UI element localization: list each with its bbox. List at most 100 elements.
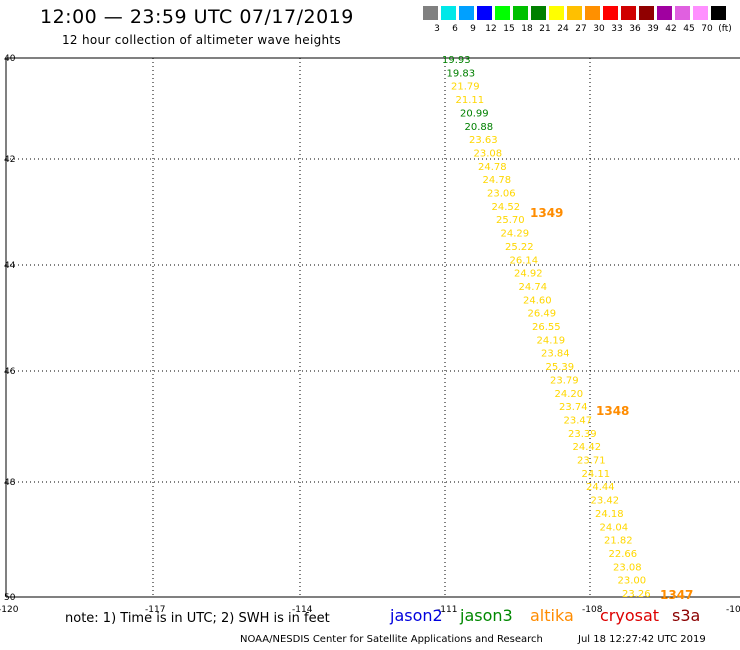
legend-swatch <box>513 6 528 20</box>
wave-height-value: 24.44 <box>586 482 615 493</box>
lat-label: 48 <box>4 478 16 488</box>
wave-height-value: 23.06 <box>487 189 516 200</box>
legend-swatch <box>603 6 618 20</box>
satellite-s3a: s3a <box>672 606 701 625</box>
lon-label: -108 <box>582 605 603 615</box>
wave-height-value: 23.39 <box>568 429 597 440</box>
legend-label: 27 <box>575 24 587 34</box>
legend-label: 33 <box>611 24 623 34</box>
legend-label: 39 <box>647 24 659 34</box>
legend-label: 36 <box>629 24 641 34</box>
lon-label: -120 <box>0 605 19 615</box>
legend-swatch <box>531 6 546 20</box>
wave-height-value: 24.52 <box>492 202 521 213</box>
lon-label: -105 <box>726 605 740 615</box>
wave-height-value: 22.66 <box>609 549 638 560</box>
page-subtitle: 12 hour collection of altimeter wave hei… <box>62 33 341 47</box>
wave-height-value: 21.79 <box>451 82 480 93</box>
satellite-cryosat: cryosat <box>600 606 660 625</box>
units-note: note: 1) Time is in UTC; 2) SWH is in fe… <box>65 611 330 626</box>
legend-label: 3 <box>434 24 440 34</box>
wave-height-value: 25.39 <box>546 362 575 373</box>
legend-swatch <box>693 6 708 20</box>
legend-swatch <box>585 6 600 20</box>
legend-label: 30 <box>593 24 605 34</box>
legend-swatch <box>423 6 438 20</box>
pass-number-label: 1349 <box>530 206 563 220</box>
wave-height-value: 23.47 <box>564 415 593 426</box>
lat-label: 50 <box>4 593 16 603</box>
legend-swatch <box>495 6 510 20</box>
legend-label: 12 <box>485 24 497 34</box>
wave-height-value: 24.29 <box>501 229 530 240</box>
timestamp-text: Jul 18 12:27:42 UTC 2019 <box>578 634 706 645</box>
wave-height-value: 24.42 <box>573 442 602 453</box>
wave-height-value: 24.78 <box>478 162 507 173</box>
wave-height-value: 23.26 <box>622 589 651 600</box>
legend-swatch <box>477 6 492 20</box>
pass-number-label: 1348 <box>596 404 629 418</box>
legend-swatch <box>621 6 636 20</box>
wave-height-value: 23.74 <box>559 402 588 413</box>
wave-height-value: 25.70 <box>496 215 525 226</box>
wave-height-value: 24.11 <box>582 469 611 480</box>
legend-label: 9 <box>470 24 476 34</box>
legend-swatch <box>675 6 690 20</box>
legend-swatch <box>639 6 654 20</box>
pass-number-label: 1347 <box>660 588 693 602</box>
wave-height-value: 26.14 <box>510 255 539 266</box>
legend-label: 70 <box>701 24 713 34</box>
wave-height-value: 19.93 <box>442 55 471 66</box>
legend-label: 6 <box>452 24 458 34</box>
page-title: 12:00 — 23:59 UTC 07/17/2019 <box>40 6 354 28</box>
wave-height-value: 24.92 <box>514 269 543 280</box>
wave-height-value: 26.49 <box>528 309 557 320</box>
lon-label: -117 <box>145 605 165 615</box>
legend-swatch <box>711 6 726 20</box>
wave-height-value: 24.19 <box>537 335 566 346</box>
wave-height-value: 21.11 <box>456 95 485 106</box>
legend-swatch <box>549 6 564 20</box>
wave-height-value: 26.55 <box>532 322 561 333</box>
wave-height-value: 25.22 <box>505 242 534 253</box>
wave-height-value: 24.78 <box>483 175 512 186</box>
wave-height-value: 24.60 <box>523 295 552 306</box>
legend-label: 24 <box>557 24 569 34</box>
wave-height-value: 24.74 <box>519 282 548 293</box>
lat-label: 46 <box>4 367 16 377</box>
legend-swatch <box>657 6 672 20</box>
wave-height-value: 23.00 <box>618 576 647 587</box>
wave-height-value: 24.18 <box>595 509 624 520</box>
legend-swatch <box>459 6 474 20</box>
lat-label: 44 <box>4 261 16 271</box>
satellite-altika: altika <box>530 606 574 625</box>
wave-height-value: 20.88 <box>465 122 494 133</box>
satellite-jason3: jason3 <box>460 606 513 625</box>
wave-height-value: 23.63 <box>469 135 498 146</box>
wave-height-value: 23.84 <box>541 349 570 360</box>
legend-label: 18 <box>521 24 533 34</box>
wave-height-value: 21.82 <box>604 536 633 547</box>
legend-label: 45 <box>683 24 695 34</box>
legend-label: 21 <box>539 24 551 34</box>
satellite-jason2: jason2 <box>390 606 443 625</box>
legend-label: 15 <box>503 24 515 34</box>
legend-swatch <box>567 6 582 20</box>
lat-label: 40 <box>4 54 16 64</box>
wave-height-value: 19.83 <box>447 68 476 79</box>
legend-label: 42 <box>665 24 677 34</box>
wave-height-value: 23.42 <box>591 496 620 507</box>
credit-text: NOAA/NESDIS Center for Satellite Applica… <box>240 634 543 645</box>
wave-height-value: 20.99 <box>460 108 489 119</box>
wave-height-value: 23.08 <box>613 562 642 573</box>
wave-height-value: 23.79 <box>550 375 579 386</box>
lat-label: 42 <box>4 155 15 165</box>
legend-swatch <box>441 6 456 20</box>
wave-height-value: 23.71 <box>577 456 606 467</box>
wave-height-value: 24.20 <box>555 389 584 400</box>
wave-height-value: 23.08 <box>474 148 503 159</box>
lon-label: -111 <box>437 605 457 615</box>
legend-label: (ft) <box>718 24 732 34</box>
lon-label: -114 <box>292 605 313 615</box>
